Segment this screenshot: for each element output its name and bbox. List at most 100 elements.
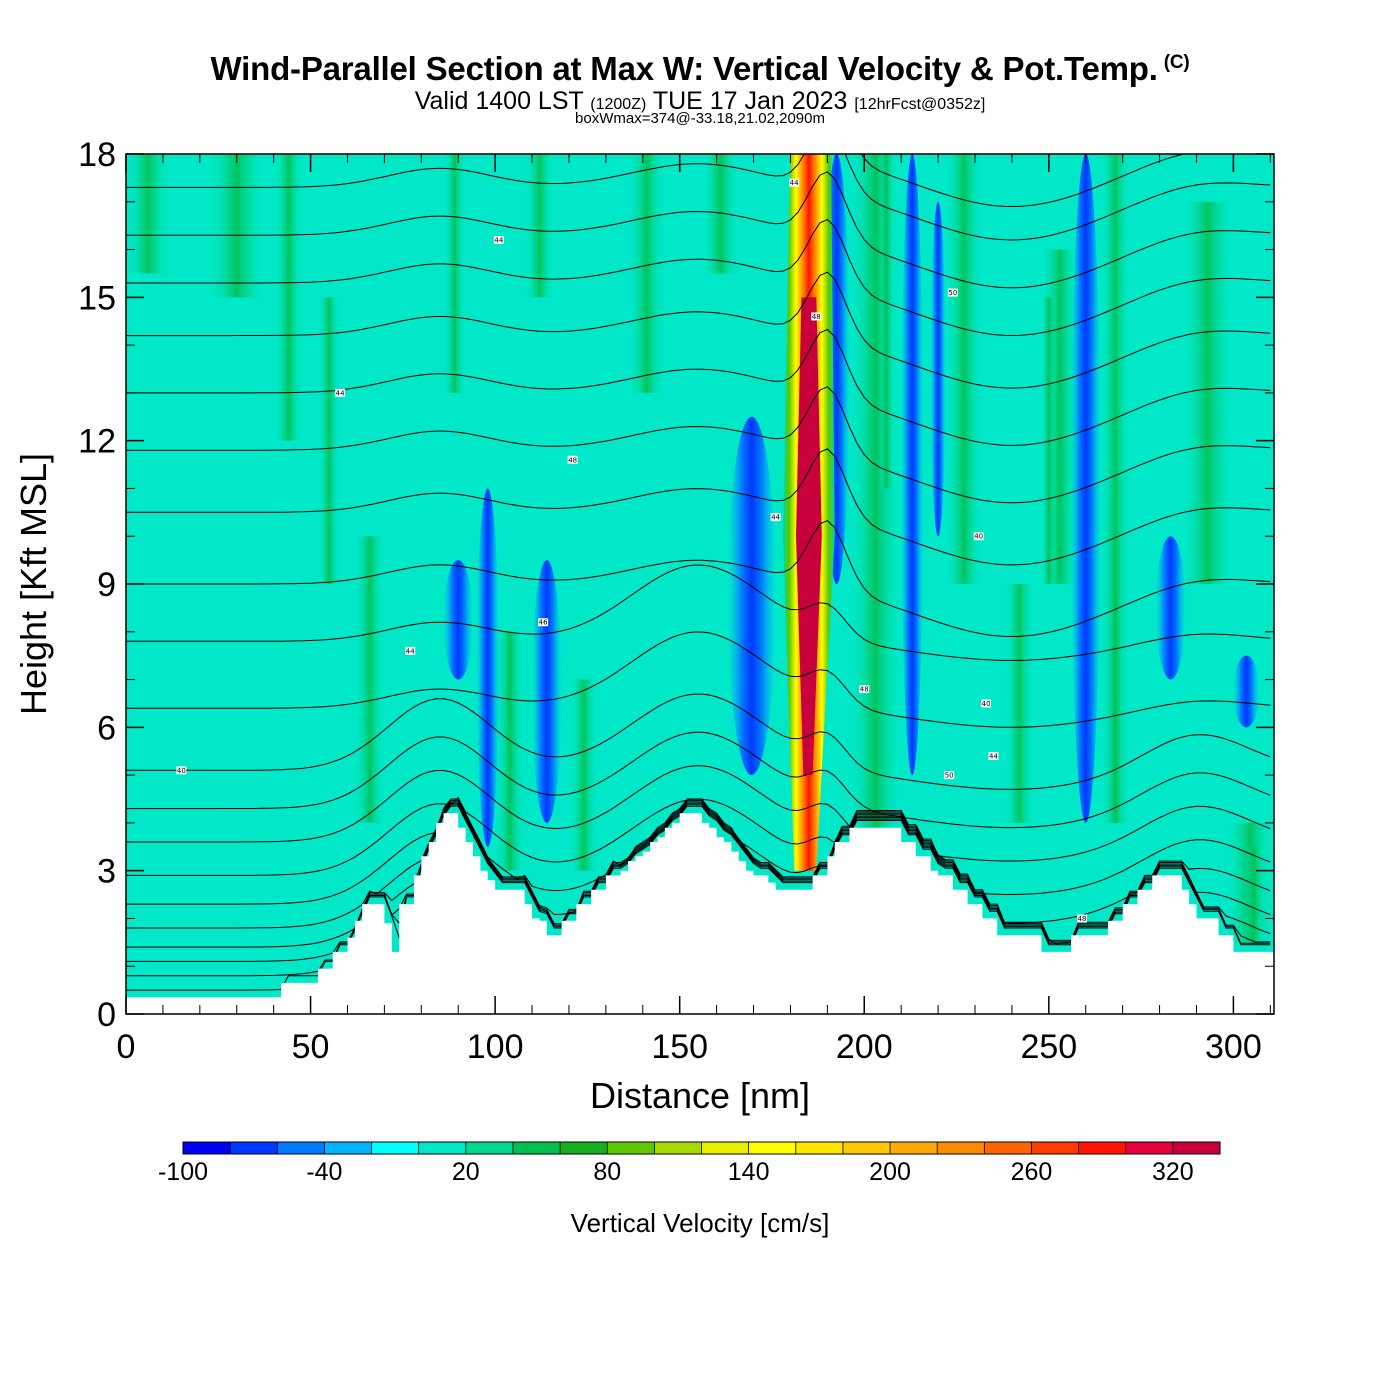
isentrope-line bbox=[126, 328, 1271, 446]
colorbar-swatch bbox=[465, 1142, 514, 1154]
downdraft-band bbox=[1155, 536, 1186, 680]
updraft-streak bbox=[1107, 536, 1123, 823]
weak-updraft-band bbox=[701, 154, 739, 274]
contour-label-bg bbox=[335, 388, 346, 397]
contour-label-group: 40 bbox=[973, 532, 984, 541]
colorbar-swatch bbox=[1125, 1142, 1174, 1154]
x-tick-label: 150 bbox=[651, 1028, 708, 1066]
contour-label-bg bbox=[770, 513, 781, 522]
isentrope-line bbox=[126, 802, 1271, 962]
contour-label: 44 bbox=[989, 753, 998, 761]
contour-label-group: 46 bbox=[538, 618, 549, 627]
contour-label: 44 bbox=[336, 389, 345, 397]
colorbar-swatch bbox=[937, 1142, 985, 1154]
contour-label-bg bbox=[811, 312, 822, 321]
weak-updraft-band bbox=[126, 154, 171, 274]
colorbar-tick-label: 320 bbox=[1152, 1158, 1194, 1186]
contour-label-bg bbox=[944, 771, 955, 780]
contour-label: 48 bbox=[860, 686, 869, 694]
updraft-streak bbox=[1041, 297, 1057, 584]
isentrope-line bbox=[126, 154, 1187, 208]
chart-title: Wind-Parallel Section at Max W: Vertical… bbox=[0, 50, 1400, 88]
contour-label-group: 44 bbox=[405, 646, 416, 655]
isentrope-line bbox=[126, 564, 1271, 661]
isentrope-line bbox=[126, 631, 1271, 728]
colorbar-swatch bbox=[1031, 1142, 1080, 1154]
isentrope-line bbox=[126, 804, 1271, 977]
contour-label-group: 50 bbox=[944, 771, 955, 780]
downdraft-band bbox=[1233, 655, 1260, 728]
isentrope-line bbox=[126, 796, 1271, 895]
updraft-streak bbox=[879, 154, 894, 489]
box-wmax-line: boxWmax=374@-33.18,21.02,2090m bbox=[575, 110, 825, 127]
forecast-info: [12hrFcst@0352z] bbox=[854, 96, 986, 113]
colorbar-tick-label: -40 bbox=[306, 1158, 342, 1186]
contour-label-group: 44 bbox=[335, 388, 346, 397]
colorbar-title: Vertical Velocity [cm/s] bbox=[571, 1208, 830, 1238]
colorbar-swatch bbox=[560, 1142, 608, 1154]
isentrope-line bbox=[126, 805, 1271, 991]
x-tick-label: 250 bbox=[1020, 1028, 1077, 1066]
isentrope-line bbox=[126, 219, 1271, 337]
isentrope-line bbox=[126, 386, 1271, 504]
isentrope-line bbox=[126, 171, 1271, 289]
contour-label: 48 bbox=[1078, 915, 1087, 923]
x-tick-label: 0 bbox=[117, 1028, 136, 1066]
terrain bbox=[126, 813, 1274, 1014]
y-tick-label: 15 bbox=[78, 279, 116, 317]
colorbar-swatch bbox=[371, 1142, 420, 1154]
y-tick-label: 12 bbox=[78, 423, 116, 461]
contour-label-group: 44 bbox=[789, 178, 800, 187]
weak-updraft-band bbox=[1004, 584, 1035, 823]
contour-label: 50 bbox=[948, 289, 957, 297]
y-axis-label: Height [Kft MSL] bbox=[13, 453, 54, 715]
weak-updraft-band bbox=[273, 154, 304, 441]
isentrope-line bbox=[126, 520, 1271, 638]
contour-label: 44 bbox=[771, 514, 780, 522]
valid-time: Valid 1400 LST bbox=[414, 87, 584, 115]
x-tick-label: 200 bbox=[836, 1028, 893, 1066]
downdraft-band bbox=[727, 416, 776, 776]
colorbar-swatch bbox=[607, 1142, 655, 1154]
x-tick-label: 50 bbox=[292, 1028, 330, 1066]
contour-label: 40 bbox=[177, 767, 186, 775]
colorbar-tick-label: 80 bbox=[593, 1158, 621, 1186]
colorbar: -100 -40 20 80 140 200 260 320 Vertical Velocity… bbox=[158, 1141, 1221, 1238]
isentrope-line bbox=[126, 693, 1271, 790]
colorbar-swatch bbox=[183, 1142, 231, 1154]
colorbar-swatch bbox=[890, 1142, 938, 1154]
y-tick-label: 6 bbox=[97, 709, 116, 747]
contour-label-bg bbox=[947, 288, 958, 297]
downdraft-band bbox=[901, 154, 924, 776]
colorbar-swatch bbox=[1078, 1142, 1127, 1154]
downdraft-band bbox=[476, 488, 499, 847]
weak-updraft-band bbox=[443, 154, 466, 393]
contour-label-group: 48 bbox=[811, 312, 822, 321]
colorbar-swatch bbox=[984, 1142, 1032, 1154]
weak-updraft-band bbox=[495, 631, 525, 871]
contour-label-bg bbox=[789, 178, 800, 187]
updraft-streak bbox=[1244, 846, 1263, 943]
x-tick-label: 100 bbox=[467, 1028, 524, 1066]
colorbar-tick-label: -100 bbox=[158, 1158, 208, 1186]
weak-updraft-band bbox=[945, 154, 983, 584]
colorbar-tick-label: 200 bbox=[869, 1158, 911, 1186]
contour-label-group: 48 bbox=[1077, 914, 1088, 923]
contour-label-group: 50 bbox=[947, 288, 958, 297]
x-axis-label: Distance [nm] bbox=[590, 1075, 810, 1116]
plot-area: 40 44 44 44 46 48 44 44 48 48 50 40 50 40 44 48 bbox=[126, 154, 1274, 1014]
contour-label-bg bbox=[1077, 914, 1088, 923]
weak-updraft-band bbox=[568, 679, 599, 871]
colorbar-tick-label: 140 bbox=[728, 1158, 770, 1186]
y-tick-label: 0 bbox=[97, 996, 116, 1034]
downdraft-band bbox=[443, 560, 473, 680]
contour-label-bg bbox=[981, 699, 992, 708]
contour-label-group: 40 bbox=[981, 699, 992, 708]
downdraft-band bbox=[930, 201, 946, 537]
colorbar-swatch bbox=[701, 1142, 750, 1154]
contour-label: 48 bbox=[568, 456, 577, 464]
valid-date: TUE 17 Jan 2023 bbox=[652, 87, 848, 115]
copyright-mark: (C) bbox=[1163, 52, 1190, 73]
colorbar-tick-label: 20 bbox=[452, 1158, 480, 1186]
